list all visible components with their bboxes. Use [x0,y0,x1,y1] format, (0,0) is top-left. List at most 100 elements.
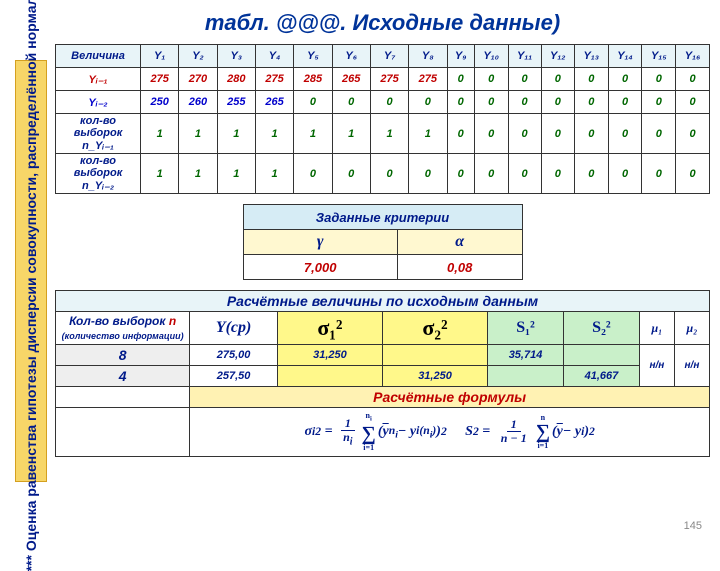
data-cell: 0 [474,114,508,154]
data-cell: 0 [474,68,508,91]
data-cell: 260 [179,91,217,114]
data-cell: 0 [642,68,676,91]
calc-r1-s2 [563,345,639,366]
data-cell: 280 [217,68,255,91]
slide-title: табл. @@@. Исходные данные) [55,10,710,36]
data-head-y14: Y₁₄ [608,45,642,68]
data-cell: 275 [141,68,179,91]
criteria-title: Заданные критерии [243,205,522,230]
data-head-y1: Y₁ [141,45,179,68]
data-head-y13: Y₁₃ [574,45,608,68]
data-row-label-0: Yᵢ₋₁ [56,68,141,91]
data-cell: 275 [370,68,408,91]
calc-r2-s1 [488,366,564,387]
data-cell: 0 [332,154,370,194]
data-cell: 0 [608,68,642,91]
data-cell: 0 [574,114,608,154]
calc-h-n-sub: (количество информации) [62,331,184,341]
calc-h-mu2: μ₂ [674,312,709,345]
data-cell: 0 [474,91,508,114]
data-cell: 1 [294,114,332,154]
data-cell: 0 [541,91,574,114]
data-cell: 1 [141,154,179,194]
data-cell: 0 [642,91,676,114]
data-cell: 0 [370,154,408,194]
alpha-value: 0,08 [397,255,522,280]
data-cell: 0 [370,91,408,114]
data-cell: 0 [574,154,608,194]
calc-h-mu1: μ₁ [639,312,674,345]
data-cell: 275 [255,68,293,91]
calc-h-sigma2: σ₂² [382,312,487,345]
data-cell: 250 [141,91,179,114]
formula-cell: σi2 = 1ni ni∑i=1 (yni − yi(ni))2 S2 = 1n… [190,408,710,457]
calc-h-y: Y(ср) [190,312,278,345]
data-cell: 0 [508,68,541,91]
data-cell: 0 [608,91,642,114]
data-cell: 265 [255,91,293,114]
calc-h-n: Кол-во выборок n (количество информации) [56,312,190,345]
data-cell: 285 [294,68,332,91]
data-head-y8: Y₈ [409,45,447,68]
calc-h-n-red: n [169,314,176,328]
gamma-symbol: γ [243,230,397,255]
calc-h-s2: S₂² [563,312,639,345]
data-cell: 265 [332,68,370,91]
data-head-y10: Y₁₀ [474,45,508,68]
criteria-table: Заданные критерии γ α 7,000 0,08 [243,204,523,280]
data-cell: 0 [608,114,642,154]
data-head-y9: Y₉ [447,45,474,68]
data-cell: 0 [574,68,608,91]
calc-r1-sigma2 [382,345,487,366]
data-cell: 0 [447,114,474,154]
calc-empty-cell-2 [56,408,190,457]
calc-r2-s2: 41,667 [563,366,639,387]
data-cell: 0 [574,91,608,114]
data-cell: 0 [541,154,574,194]
data-head-y3: Y₃ [217,45,255,68]
calc-table: Расчётные величины по исходным данным Ко… [55,290,710,457]
data-cell: 1 [179,114,217,154]
data-cell: 0 [642,154,676,194]
data-head-y11: Y₁₁ [508,45,541,68]
calc-r1-y: 275,00 [190,345,278,366]
calc-r2-y: 257,50 [190,366,278,387]
data-head-y2: Y₂ [179,45,217,68]
data-cell: 1 [179,154,217,194]
calc-r2-sigma1 [277,366,382,387]
calc-r1-sigma1: 31,250 [277,345,382,366]
data-cell: 0 [541,114,574,154]
data-cell: 0 [447,154,474,194]
data-cell: 255 [217,91,255,114]
data-row-label-3: кол-во выборок n_Yᵢ₋₂ [56,154,141,194]
main-content: табл. @@@. Исходные данные) ВеличинаY₁Y₂… [55,10,710,457]
data-cell: 0 [676,91,710,114]
data-head-y12: Y₁₂ [541,45,574,68]
data-head-y16: Y₁₆ [676,45,710,68]
data-cell: 0 [447,91,474,114]
calc-title: Расчётные величины по исходным данным [56,291,710,312]
data-cell: 1 [332,114,370,154]
calc-r1-s1: 35,714 [488,345,564,366]
data-cell: 0 [508,154,541,194]
data-head-y5: Y₅ [294,45,332,68]
calc-r2-n: 4 [56,366,190,387]
data-cell: 1 [409,114,447,154]
data-cell: 270 [179,68,217,91]
sidebar: *** Оценка равенства гипотезы дисперсии … [15,60,47,482]
data-cell: 0 [294,91,332,114]
data-row-label-2: кол-во выборок n_Yᵢ₋₁ [56,114,141,154]
calc-h-n-text: Кол-во выборок [69,314,165,328]
formula-s: S2 = 1n − 1 n∑i=1 (y − yi)2 [465,414,595,450]
sidebar-text: *** Оценка равенства гипотезы дисперсии … [23,0,39,571]
data-cell: 0 [676,68,710,91]
data-cell: 0 [642,114,676,154]
data-cell: 0 [474,154,508,194]
data-cell: 1 [141,114,179,154]
calc-r2-sigma2: 31,250 [382,366,487,387]
data-row-label-1: Yᵢ₋₂ [56,91,141,114]
data-head-label: Величина [56,45,141,68]
source-data-table: ВеличинаY₁Y₂Y₃Y₄Y₅Y₆Y₇Y₈Y₉Y₁₀Y₁₁Y₁₂Y₁₃Y₁… [55,44,710,194]
data-cell: 0 [332,91,370,114]
calc-empty-cell [56,387,190,408]
